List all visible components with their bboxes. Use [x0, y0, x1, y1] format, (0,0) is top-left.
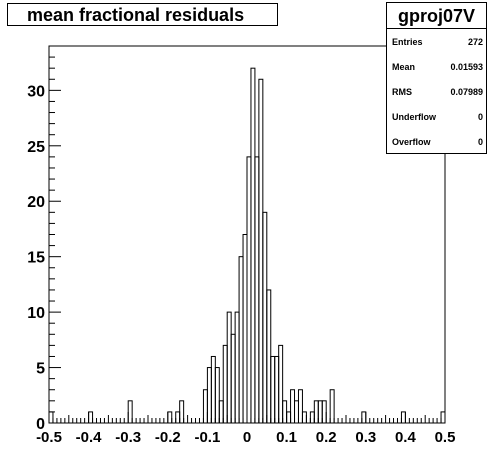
- histogram-bin: [313, 400, 319, 424]
- y-axis-ticks: 0 5 10 15 20 25 30: [27, 45, 61, 433]
- x-tick-label: 0.1: [276, 429, 297, 446]
- stats-label: Overflow: [392, 137, 431, 147]
- y-tick-label: 10: [27, 305, 45, 322]
- histogram-bin: [242, 234, 248, 424]
- histogram-bin: [278, 344, 284, 424]
- histogram-bin: [206, 367, 212, 424]
- histogram-bin: [127, 400, 133, 424]
- stats-value: 0.07989: [450, 87, 483, 97]
- histogram-bin: [329, 389, 335, 424]
- histogram-bin: [175, 411, 181, 424]
- x-tick-label: 0.4: [395, 429, 417, 446]
- x-axis-ticks: -0.5 -0.4 -0.3 -0.2 -0.1 0 0.1 0.2 0.3 0.4 0.5: [36, 412, 455, 446]
- stats-value: 272: [467, 37, 483, 47]
- x-tick-label: 0: [243, 429, 251, 446]
- histogram-bin: [290, 389, 296, 424]
- histogram-bin: [440, 411, 446, 424]
- histogram-bin: [262, 211, 268, 424]
- histogram-bin: [274, 355, 280, 424]
- histogram-bin: [202, 389, 208, 424]
- stats-row-underflow: Underflow 0: [392, 112, 483, 124]
- y-tick-label: 25: [27, 139, 45, 156]
- stats-label: Entries: [392, 37, 423, 47]
- histogram-bin: [309, 411, 315, 424]
- histogram-bin: [294, 400, 299, 424]
- histogram-bin: [250, 67, 256, 424]
- x-tick-label: -0.5: [36, 429, 62, 446]
- histogram-bin: [317, 400, 323, 424]
- y-tick-label: 0: [36, 416, 45, 433]
- stats-histogram-name: gproj07V: [387, 3, 486, 29]
- stats-value: 0.01593: [450, 62, 483, 72]
- histogram-bin: [361, 411, 367, 424]
- histogram-bars: [48, 67, 446, 424]
- histogram-bin: [226, 311, 232, 424]
- stats-row-rms: RMS 0.07989: [392, 87, 483, 99]
- histogram-bin: [258, 78, 264, 424]
- histogram-bin: [218, 400, 224, 424]
- histogram-bin: [286, 411, 292, 424]
- x-tick-label: -0.4: [76, 429, 103, 446]
- histogram-bin: [230, 333, 236, 424]
- stats-label: Mean: [392, 62, 416, 72]
- histogram-bin: [167, 411, 173, 424]
- histogram-bin: [266, 289, 272, 424]
- stats-value: 0: [477, 112, 483, 122]
- stats-label: RMS: [392, 87, 412, 97]
- histogram-bin: [179, 400, 185, 424]
- histogram-bin: [246, 156, 252, 424]
- x-tick-label: -0.2: [155, 429, 181, 446]
- histogram-bin: [400, 411, 406, 424]
- histogram-bin: [297, 389, 303, 424]
- histogram-bin: [210, 355, 216, 424]
- stats-row-mean: Mean 0.01593: [392, 62, 483, 74]
- x-tick-label: -0.3: [115, 429, 141, 446]
- y-tick-label: 30: [27, 83, 45, 100]
- y-tick-label: 5: [36, 361, 45, 378]
- x-tick-label: 0.5: [435, 429, 456, 446]
- histogram-bin: [214, 367, 220, 424]
- stats-row-overflow: Overflow 0: [392, 137, 483, 149]
- histogram-bin: [282, 400, 288, 424]
- histogram-bin: [234, 311, 240, 424]
- histogram-bin: [254, 156, 260, 424]
- histogram-bin: [321, 400, 327, 424]
- histogram-bin: [222, 344, 228, 424]
- histogram-bin: [88, 411, 94, 424]
- chart-title: mean fractional residuals: [27, 5, 245, 25]
- stats-value: 0: [477, 137, 483, 147]
- histogram-bin: [238, 256, 244, 424]
- histogram-bin: [270, 355, 276, 424]
- stats-label: Underflow: [392, 112, 436, 122]
- histogram-bin: [48, 411, 54, 424]
- x-tick-label: 0.3: [355, 429, 376, 446]
- y-tick-label: 15: [27, 250, 45, 267]
- y-tick-label: 20: [27, 194, 45, 211]
- stats-box: gproj07V Entries 272 Mean 0.01593 RMS 0.…: [386, 2, 487, 154]
- stats-row-entries: Entries 272: [392, 37, 483, 49]
- x-tick-label: -0.1: [194, 429, 220, 446]
- chart-title-box: mean fractional residuals: [7, 3, 278, 26]
- histogram-bin: [301, 411, 307, 424]
- x-tick-label: 0.2: [316, 429, 337, 446]
